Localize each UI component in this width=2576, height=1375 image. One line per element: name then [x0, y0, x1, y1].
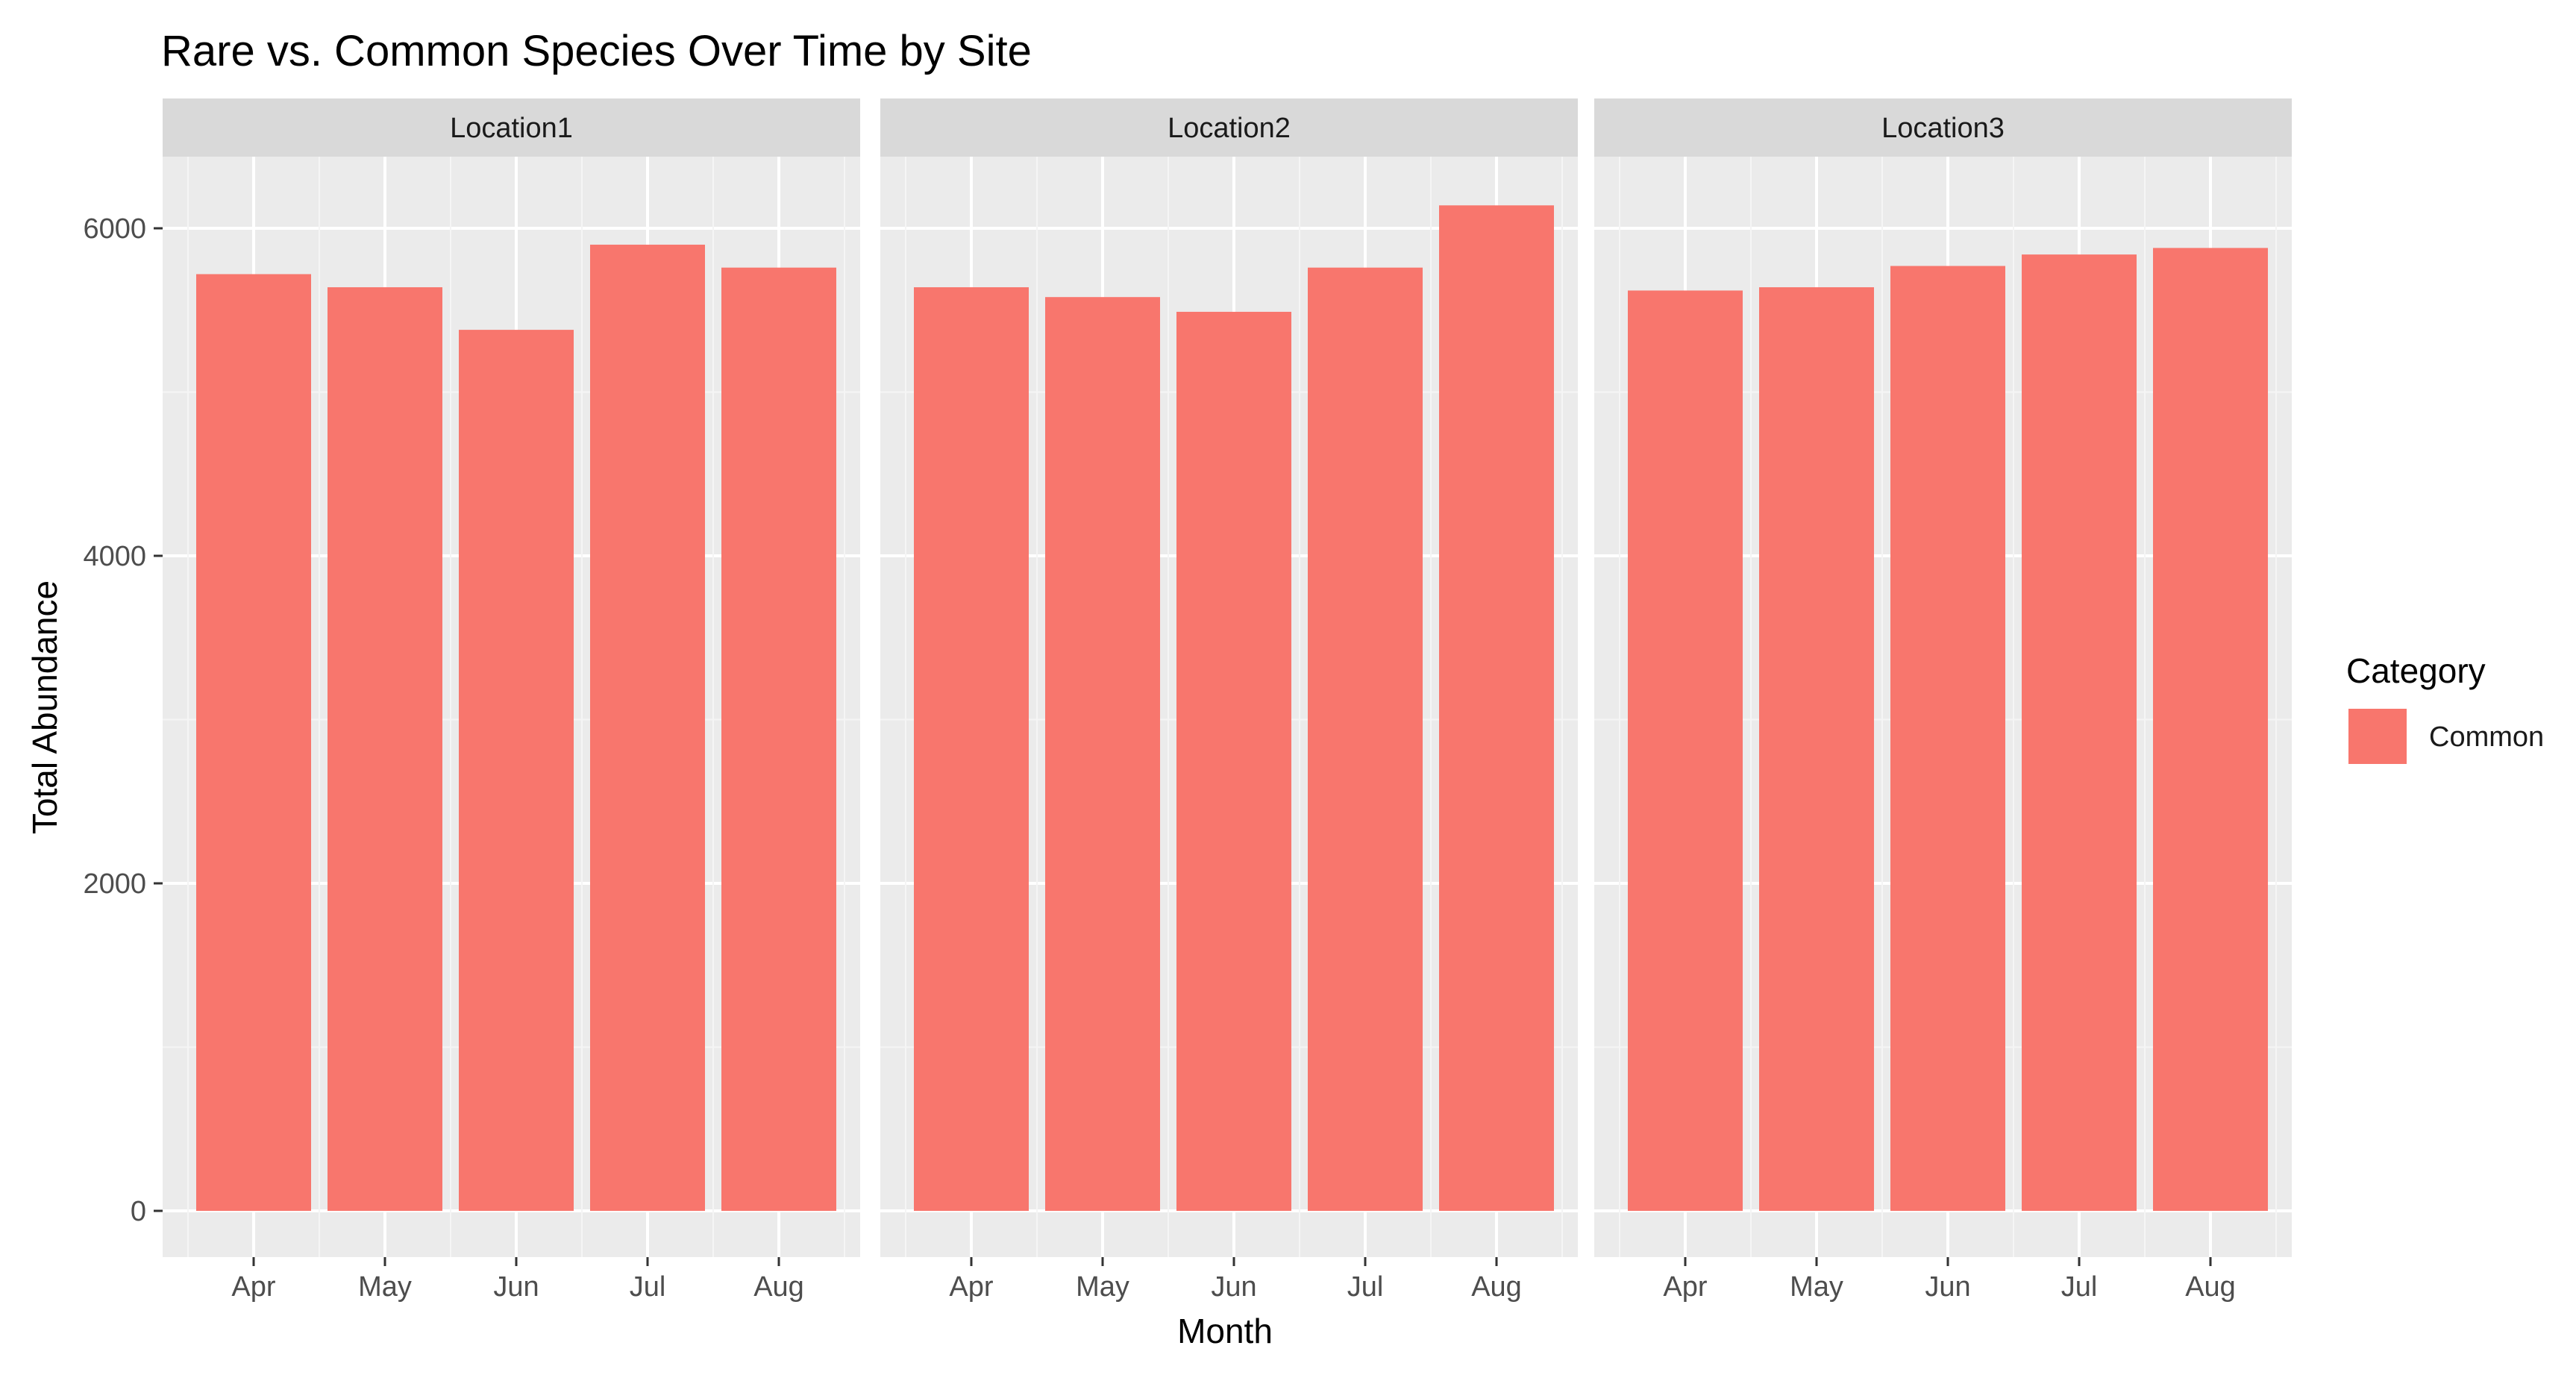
legend-items: Common: [2348, 709, 2544, 764]
bar-aug: [721, 267, 836, 1212]
legend-title: Category: [2346, 651, 2486, 690]
y-tick-label: 2000: [83, 868, 146, 900]
x-tick-label: Jun: [1925, 1271, 1970, 1303]
facet-strip-label: Location1: [450, 113, 573, 144]
bar-jul: [1308, 267, 1423, 1212]
bar-jul: [590, 244, 705, 1212]
facet-panel-1: Location1: [163, 98, 860, 1257]
bar-apr: [196, 274, 311, 1212]
bar-may: [328, 287, 442, 1211]
x-tick-label: Aug: [1471, 1271, 1522, 1303]
x-tick-label: May: [1076, 1271, 1129, 1303]
facet-panels: Location1 Location2 Location3: [163, 98, 2292, 1257]
bar-jul: [2022, 254, 2137, 1211]
x-axis-3: Apr May Jun Jul Aug: [1663, 1257, 2236, 1303]
x-tick-label: Aug: [2185, 1271, 2236, 1303]
bar-may: [1759, 287, 1874, 1211]
facet-strip: [880, 98, 1578, 157]
bar-jun: [459, 330, 574, 1212]
chart-title: Rare vs. Common Species Over Time by Sit…: [161, 27, 1032, 75]
x-axis-2: Apr May Jun Jul Aug: [949, 1257, 1522, 1303]
x-tick-label: Jul: [2061, 1271, 2098, 1303]
facet-panel-3: Location3: [1594, 98, 2292, 1257]
y-tick-label: 4000: [83, 541, 146, 572]
x-axis-title: Month: [1177, 1312, 1273, 1350]
y-tick-label: 0: [131, 1196, 146, 1227]
x-tick-label: Apr: [1663, 1271, 1707, 1303]
x-tick-label: Apr: [949, 1271, 993, 1303]
y-axis-title: Total Abundance: [25, 580, 64, 834]
y-tick-label: 6000: [83, 213, 146, 245]
legend-entry-label: Common: [2429, 721, 2544, 753]
bar-apr: [914, 287, 1029, 1211]
facet-strip: [163, 98, 860, 157]
x-axes: Apr May Jun Jul Aug Apr May Jun Jul Aug Apr May Jun J…: [231, 1257, 2236, 1303]
bar-aug: [1439, 205, 1554, 1211]
x-tick-label: Jul: [630, 1271, 666, 1303]
x-tick-label: Jul: [1347, 1271, 1384, 1303]
y-axis: 0 2000 4000 6000: [83, 213, 163, 1227]
bar-jun: [1176, 311, 1291, 1211]
facet-strip: [1594, 98, 2292, 157]
x-tick-label: Jun: [493, 1271, 539, 1303]
x-axis-1: Apr May Jun Jul Aug: [231, 1257, 804, 1303]
bar-apr: [1628, 290, 1743, 1211]
x-tick-label: Jun: [1211, 1271, 1256, 1303]
bar-jun: [1890, 266, 2005, 1211]
legend-key: [2348, 709, 2407, 764]
facet-strip-label: Location2: [1168, 113, 1291, 144]
facet-panel-2: Location2: [880, 98, 1578, 1257]
x-tick-label: May: [1790, 1271, 1843, 1303]
facet-strip-label: Location3: [1881, 113, 2005, 144]
x-tick-label: May: [358, 1271, 412, 1303]
bar-aug: [2153, 248, 2268, 1212]
x-tick-label: Aug: [753, 1271, 804, 1303]
bar-may: [1045, 297, 1160, 1212]
legend: Category Common: [2346, 651, 2544, 764]
x-tick-label: Apr: [231, 1271, 275, 1303]
